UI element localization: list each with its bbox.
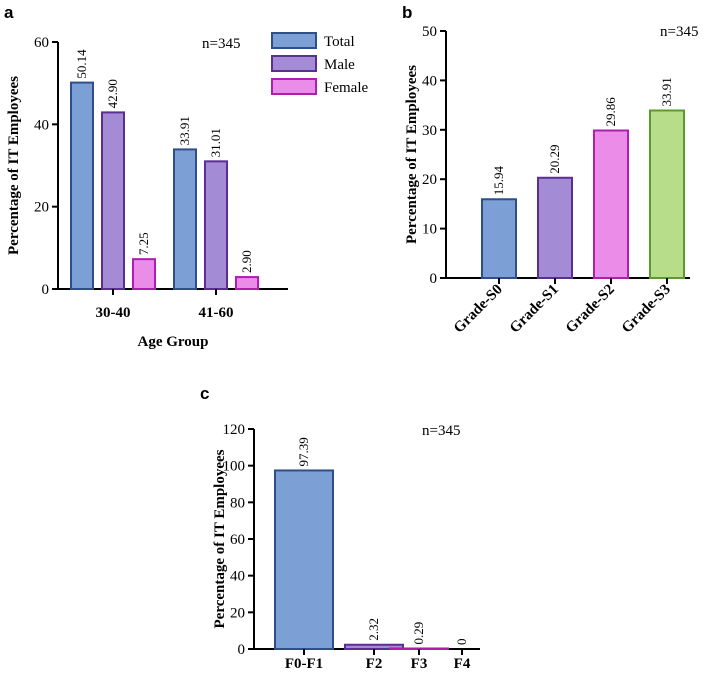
bar-value-label: 2.32 bbox=[366, 618, 381, 641]
y-tick-label: 60 bbox=[230, 532, 245, 548]
sample-size-annotation: n=345 bbox=[422, 423, 460, 439]
legend-swatch-total bbox=[271, 32, 317, 49]
sample-size-annotation: n=345 bbox=[202, 36, 240, 52]
y-tick-label: 0 bbox=[42, 282, 50, 298]
y-tick-label: 30 bbox=[422, 123, 437, 139]
bar-total-30-40 bbox=[70, 81, 94, 290]
panel-a-letter: a bbox=[4, 3, 14, 22]
y-tick-label: 80 bbox=[230, 495, 245, 511]
bar-value-label: 7.25 bbox=[136, 232, 151, 255]
x-category-label: 30-40 bbox=[96, 305, 131, 321]
bar-value-label: 0 bbox=[454, 639, 469, 646]
y-tick-label: 60 bbox=[34, 35, 49, 51]
chart-panel-c: 0 20 40 60 80 100 120 Percentage of IT Employee… bbox=[212, 422, 480, 672]
sample-size-annotation: n=345 bbox=[660, 24, 698, 40]
y-tick-label: 40 bbox=[422, 73, 437, 89]
bar-female-41-60 bbox=[235, 276, 259, 291]
y-axis-title: Percentage of IT Employees bbox=[6, 76, 22, 255]
chart-panel-b: 0 10 20 30 40 50 Percentage of IT Employees n=3… bbox=[404, 24, 698, 336]
bar-value-label: 0.29 bbox=[411, 622, 426, 645]
y-tick-label: 40 bbox=[34, 117, 49, 133]
y-tick-label: 120 bbox=[223, 422, 246, 438]
bar-Grade-S1 bbox=[537, 176, 573, 279]
legend-swatch-male bbox=[271, 55, 317, 72]
x-category-label: F4 bbox=[454, 656, 471, 672]
bar-value-label: 33.91 bbox=[659, 77, 674, 106]
x-category-label: Grade-S0 bbox=[451, 282, 506, 337]
y-tick-label: 20 bbox=[422, 172, 437, 188]
bar-value-label: 50.14 bbox=[74, 49, 89, 79]
y-tick-label: 0 bbox=[238, 642, 246, 658]
bar-F3 bbox=[389, 647, 449, 650]
bar-value-label: 2.90 bbox=[239, 250, 254, 273]
bar-Grade-S0 bbox=[481, 198, 517, 279]
bar-value-label: 15.94 bbox=[491, 166, 506, 196]
y-axis-title: Percentage of IT Employees bbox=[404, 65, 420, 244]
legend-swatch-female bbox=[271, 78, 317, 95]
x-axis-title: Age Group bbox=[138, 334, 209, 350]
y-tick-label: 40 bbox=[230, 569, 245, 585]
panel-b-letter: b bbox=[402, 3, 412, 22]
x-category-label: Grade-S2 bbox=[563, 282, 618, 337]
chart-panel-a: 0 20 40 60 Percentage of IT Employees n=345 50… bbox=[6, 32, 368, 350]
legend-label-male: Male bbox=[324, 57, 355, 73]
legend-label-female: Female bbox=[324, 80, 368, 96]
bar-value-label: 20.29 bbox=[547, 145, 562, 174]
bar-male-30-40 bbox=[101, 111, 125, 290]
y-tick-label: 0 bbox=[430, 271, 438, 287]
y-tick-label: 20 bbox=[34, 200, 49, 216]
x-category-label: Grade-S1 bbox=[507, 282, 562, 337]
x-category-label: Grade-S3 bbox=[619, 282, 674, 337]
legend-label-total: Total bbox=[324, 34, 355, 50]
bar-female-30-40 bbox=[132, 258, 156, 291]
bar-Grade-S3 bbox=[649, 109, 685, 279]
bar-male-41-60 bbox=[204, 160, 228, 290]
x-category-label: F0-F1 bbox=[285, 656, 323, 672]
y-tick-label: 100 bbox=[223, 459, 246, 475]
y-tick-label: 20 bbox=[230, 605, 245, 621]
y-tick-label: 10 bbox=[422, 222, 437, 238]
bar-total-41-60 bbox=[173, 148, 197, 290]
x-category-label: F2 bbox=[366, 656, 383, 672]
y-axis-title: Percentage of IT Employees bbox=[212, 449, 228, 628]
bar-value-label: 29.86 bbox=[603, 97, 618, 127]
bar-Grade-S2 bbox=[593, 129, 629, 279]
bar-value-label: 31.01 bbox=[208, 128, 223, 157]
x-category-label: 41-60 bbox=[199, 305, 234, 321]
y-tick-label: 50 bbox=[422, 24, 437, 40]
bar-value-label: 42.90 bbox=[105, 79, 120, 108]
bar-F0-F1 bbox=[274, 469, 334, 650]
bar-value-label: 33.91 bbox=[177, 116, 192, 145]
bar-value-label: 97.39 bbox=[296, 437, 311, 466]
panel-c-letter: c bbox=[200, 384, 209, 403]
x-category-label: F3 bbox=[411, 656, 428, 672]
